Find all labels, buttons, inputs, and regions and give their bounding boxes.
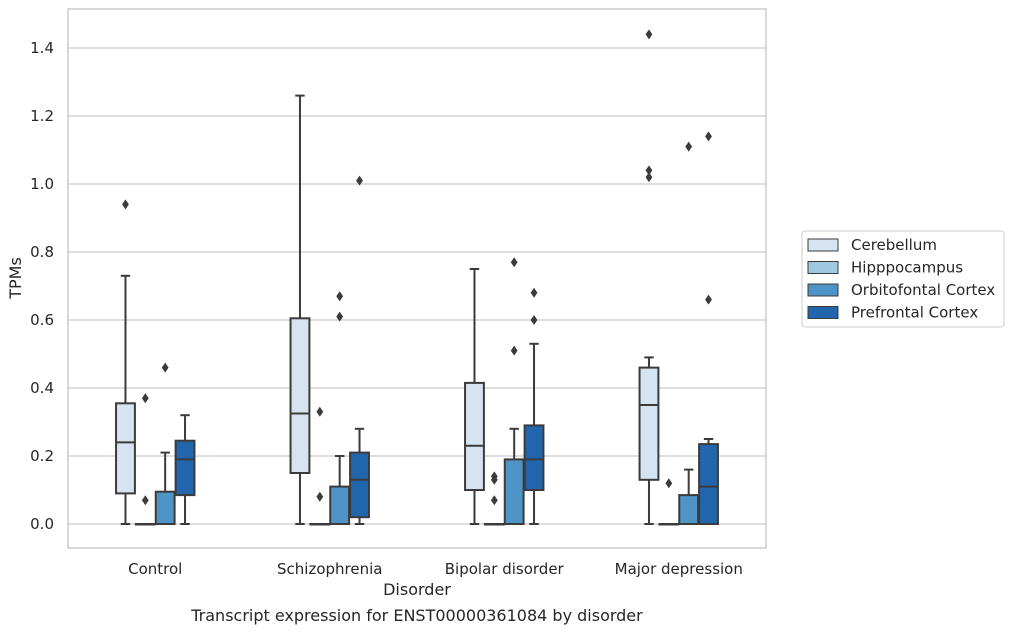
x-tick-labels: Control Schizophrenia Bipolar disorder Majo… [128,560,743,578]
legend-label: Hipppocampus [851,259,963,277]
x-tick-label: Control [128,560,182,578]
outlier-point [645,172,653,183]
box-3-3 [698,131,719,526]
figure-caption: Transcript expression for ENST0000036108… [191,606,643,625]
box-body [503,458,525,525]
legend: Cerebellum Hipppocampus Orbitofontal Corte… [801,230,1005,328]
box-body [174,439,196,497]
box-body [154,490,176,526]
x-tick-label: Major depression [615,560,743,578]
legend-frame [801,230,1005,328]
legend-label: Cerebellum [851,236,937,254]
box-2-3 [523,287,545,525]
box-body [329,485,351,526]
box-body [678,494,700,526]
box-1-1 [309,406,331,526]
outlier-point [665,478,673,489]
box-1-3 [349,175,370,525]
y-axis-label: TPMs [6,257,25,300]
outlier-point [316,491,324,502]
box-body [523,424,545,491]
outlier-point [685,141,693,152]
y-tick-label: 1.2 [30,107,54,125]
outlier-point [490,495,498,506]
x-tick-label: Schizophrenia [277,560,382,578]
box-0-1 [134,393,156,526]
outlier-point [490,474,498,485]
legend-label: Prefrontal Cortex [851,304,978,322]
legend-swatch [807,306,839,319]
box-0-2 [154,362,176,526]
outlier-point [645,29,653,40]
box-1-0 [289,94,311,525]
outlier-point [336,311,344,322]
box-3-0 [638,29,660,525]
box-body [638,366,660,481]
outlier-point [141,393,149,404]
box-body [115,402,136,495]
box-2-0 [464,268,485,525]
box-0-3 [174,414,196,525]
legend-label: Orbitofontal Cortex [851,281,995,299]
outlier-point [161,362,169,373]
y-tick-label: 0.0 [30,515,54,533]
outlier-point [141,495,149,506]
y-tick-label: 1.0 [30,175,54,193]
box-0-0 [115,199,136,525]
outlier-point [510,257,518,268]
y-tick-label: 0.6 [30,311,54,329]
outlier-point [336,291,344,302]
y-tick-label: 0.4 [30,379,54,397]
grid-lines [68,47,766,525]
outlier-point [316,406,324,417]
box-2-2 [503,257,525,525]
outlier-point [356,175,363,186]
outlier-point [510,345,518,356]
box-body [698,443,719,526]
box-body [464,381,485,491]
box-groups [115,29,719,526]
y-tick-label: 0.8 [30,243,54,261]
y-tick-labels: 0.0 0.2 0.4 0.6 0.8 1.0 1.2 1.4 [30,39,54,533]
plot-frame [67,8,767,549]
legend-swatch [807,238,839,252]
outlier-point [705,131,712,142]
y-tick-label: 1.4 [30,39,54,57]
outlier-point [530,287,538,298]
x-axis-label: Disorder [383,580,451,599]
box-3-2 [678,141,700,526]
legend-swatch [807,283,839,297]
y-tick-label: 0.2 [30,447,54,465]
box-1-2 [329,291,351,526]
box-3-1 [658,478,680,526]
box-body [349,451,370,519]
x-tick-label: Bipolar disorder [445,560,565,578]
box-body [289,317,311,474]
outlier-point [645,165,653,176]
legend-swatch [807,261,839,274]
outlier-point [122,199,129,210]
box-2-1 [483,471,505,526]
outlier-point [530,315,538,325]
outlier-point [705,294,712,305]
